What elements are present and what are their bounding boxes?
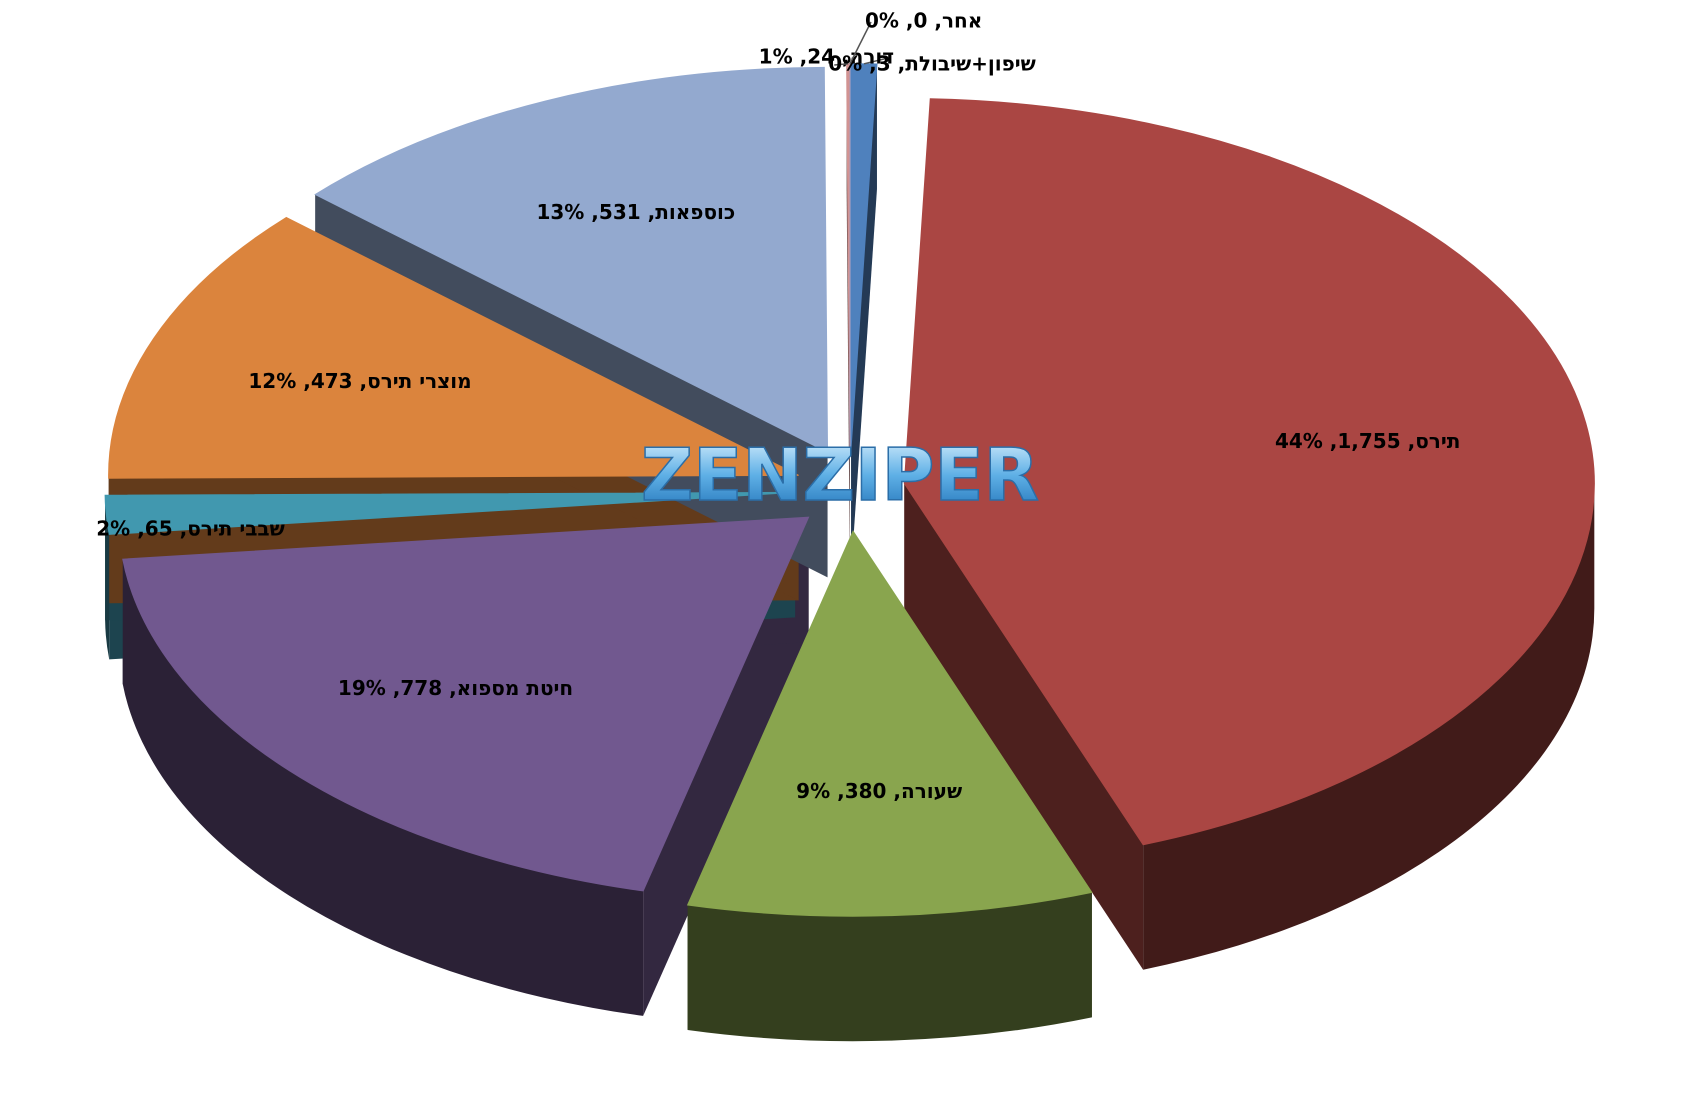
slice [108,216,799,479]
leader-line [834,63,849,66]
slice-side [1143,483,1595,970]
slice [846,63,851,449]
slice-wall [904,483,1144,970]
data-label: דורה, 24, 1% [759,45,894,69]
slice [903,98,1595,846]
data-label: תירס, 1,755, 44% [1275,429,1460,453]
data-label: שיפון+שיבולת, 3, 0% [828,52,1036,76]
slice-wall [851,64,877,574]
watermark: ZENZIPER [641,433,1039,517]
data-label: שבבי תירס, 65, 2% [96,516,285,540]
data-label: כוספאות, 531, 13% [536,200,735,224]
slice [686,530,1093,917]
data-label: אחר, 0, 0% [865,9,982,33]
slice-side [122,559,644,1016]
slice-side [687,892,1092,1042]
data-label: שעורה, 380, 9% [796,779,962,803]
slice [122,516,810,892]
labels: דורה, 24, 1% תירס, 1,755, 44% שעורה, 380, … [96,9,1460,804]
pie-tops [104,63,1595,917]
leader-line [863,57,889,65]
leader-line [849,21,872,65]
slice-side [105,495,110,660]
data-label: חיטת מספוא, 778, 19% [338,676,573,700]
slice [314,66,829,454]
slice [850,63,878,449]
slice [104,491,796,535]
data-label: מוצרי תירס, 473, 12% [248,369,471,393]
